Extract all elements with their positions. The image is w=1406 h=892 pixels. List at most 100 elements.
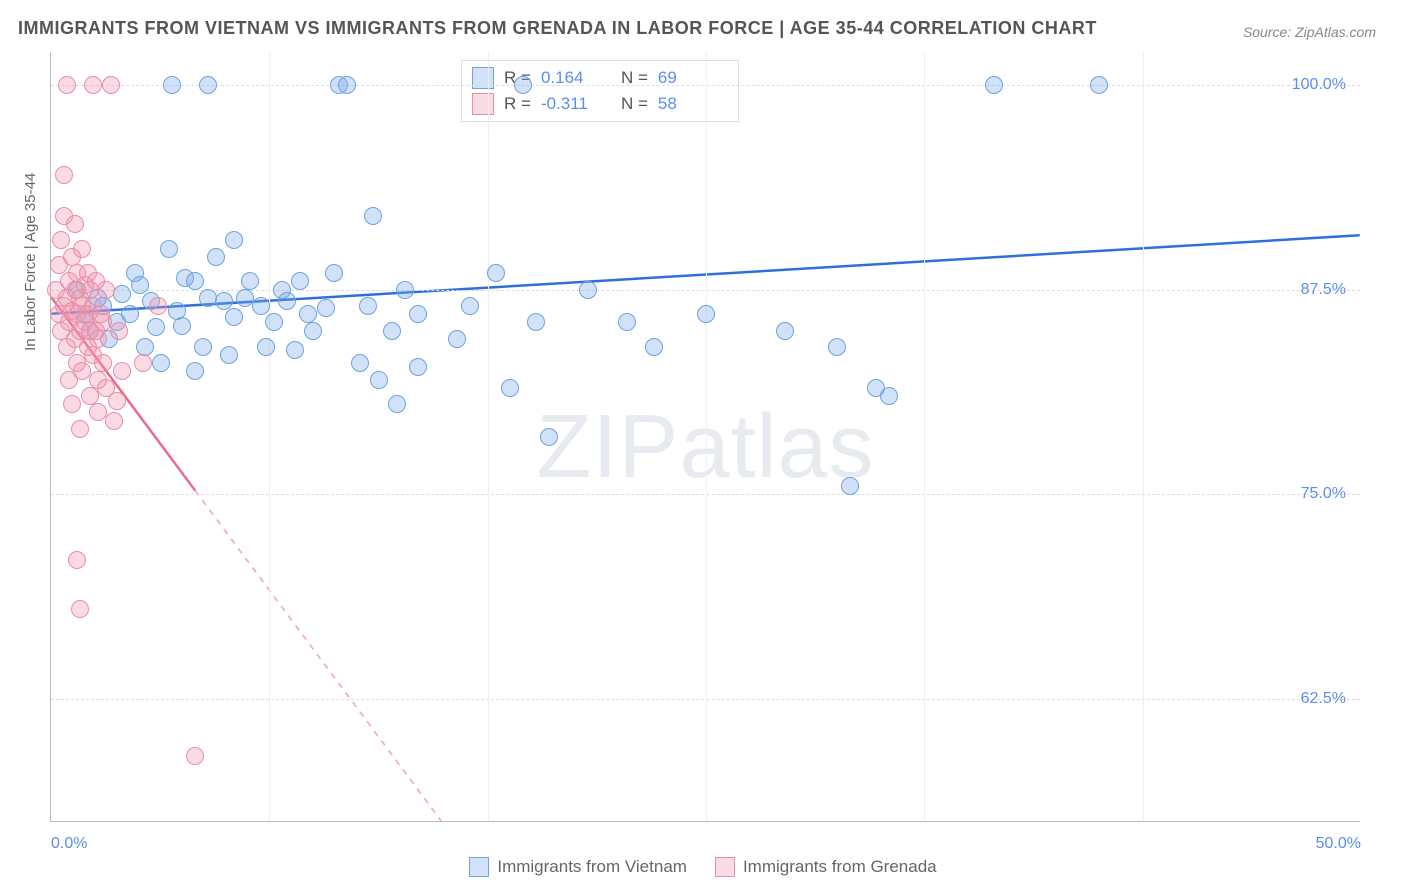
data-point-vietnam (291, 272, 309, 290)
data-point-vietnam (113, 285, 131, 303)
legend-n-label: N = (621, 94, 648, 114)
data-point-vietnam (776, 322, 794, 340)
data-point-vietnam (985, 76, 1003, 94)
data-point-vietnam (645, 338, 663, 356)
data-point-vietnam (359, 297, 377, 315)
data-point-vietnam (304, 322, 322, 340)
data-point-vietnam (186, 362, 204, 380)
data-point-grenada (134, 354, 152, 372)
data-point-vietnam (448, 330, 466, 348)
data-point-grenada (113, 362, 131, 380)
data-point-grenada (105, 412, 123, 430)
data-point-grenada (68, 551, 86, 569)
data-point-grenada (63, 395, 81, 413)
y-tick-label: 100.0% (1292, 76, 1346, 94)
data-point-grenada (108, 392, 126, 410)
legend-r-label: R = (504, 94, 531, 114)
data-point-grenada (52, 231, 70, 249)
data-point-vietnam (697, 305, 715, 323)
data-point-vietnam (409, 305, 427, 323)
data-point-vietnam (351, 354, 369, 372)
data-point-vietnam (199, 76, 217, 94)
data-point-grenada (97, 281, 115, 299)
data-point-grenada (186, 747, 204, 765)
data-point-vietnam (121, 305, 139, 323)
data-point-vietnam (225, 231, 243, 249)
legend-row-vietnam: R =0.164N =69 (472, 65, 728, 91)
data-point-vietnam (880, 387, 898, 405)
data-point-vietnam (131, 276, 149, 294)
data-point-vietnam (579, 281, 597, 299)
data-point-vietnam (207, 248, 225, 266)
gridline-vertical (1143, 52, 1144, 821)
data-point-grenada (84, 76, 102, 94)
data-point-vietnam (325, 264, 343, 282)
data-point-grenada (66, 215, 84, 233)
data-point-vietnam (286, 341, 304, 359)
gridline-vertical (488, 52, 489, 821)
data-point-vietnam (396, 281, 414, 299)
data-point-vietnam (241, 272, 259, 290)
data-point-vietnam (225, 308, 243, 326)
legend-r-value-grenada: -0.311 (541, 94, 611, 114)
trendline-grenada-extrapolated (195, 491, 441, 821)
y-tick-label: 62.5% (1301, 690, 1346, 708)
legend-swatch-grenada (472, 93, 494, 115)
data-point-grenada (73, 240, 91, 258)
y-tick-label: 75.0% (1301, 485, 1346, 503)
chart-title: IMMIGRANTS FROM VIETNAM VS IMMIGRANTS FR… (18, 18, 1097, 39)
correlation-legend: R =0.164N =69 R = -0.311 N = 58 (461, 60, 739, 122)
data-point-grenada (89, 330, 107, 348)
gridline-vertical (706, 52, 707, 821)
data-point-grenada (71, 420, 89, 438)
data-point-grenada (94, 354, 112, 372)
data-point-vietnam (370, 371, 388, 389)
data-point-vietnam (278, 292, 296, 310)
data-point-vietnam (186, 272, 204, 290)
series-legend: Immigrants from Vietnam Immigrants from G… (0, 857, 1406, 882)
data-point-vietnam (514, 76, 532, 94)
gridline-vertical (269, 52, 270, 821)
data-point-vietnam (487, 264, 505, 282)
data-point-vietnam (338, 76, 356, 94)
data-point-vietnam (160, 240, 178, 258)
data-point-vietnam (388, 395, 406, 413)
data-point-vietnam (265, 313, 283, 331)
legend-n-value-grenada: 58 (658, 94, 728, 114)
data-point-grenada (149, 297, 167, 315)
data-point-grenada (110, 322, 128, 340)
data-point-vietnam (364, 207, 382, 225)
legend-swatch-grenada (715, 857, 735, 877)
data-point-vietnam (136, 338, 154, 356)
data-point-vietnam (257, 338, 275, 356)
x-tick-label: 0.0% (51, 835, 87, 853)
data-point-vietnam (299, 305, 317, 323)
data-point-vietnam (618, 313, 636, 331)
data-point-vietnam (1090, 76, 1108, 94)
legend-item-vietnam: Immigrants from Vietnam (469, 857, 687, 877)
data-point-vietnam (461, 297, 479, 315)
y-axis-label: In Labor Force | Age 35-44 (22, 173, 39, 351)
legend-label-grenada: Immigrants from Grenada (743, 857, 937, 877)
data-point-grenada (102, 76, 120, 94)
data-point-grenada (71, 600, 89, 618)
data-point-vietnam (163, 76, 181, 94)
data-point-grenada (55, 166, 73, 184)
data-point-vietnam (152, 354, 170, 372)
gridline-vertical (924, 52, 925, 821)
legend-row-grenada: R = -0.311 N = 58 (472, 91, 728, 117)
data-point-grenada (58, 76, 76, 94)
x-tick-label: 50.0% (1316, 835, 1361, 853)
data-point-vietnam (317, 299, 335, 317)
data-point-vietnam (215, 292, 233, 310)
data-point-vietnam (383, 322, 401, 340)
source-attribution: Source: ZipAtlas.com (1243, 24, 1376, 40)
data-point-vietnam (841, 477, 859, 495)
legend-item-grenada: Immigrants from Grenada (715, 857, 937, 877)
data-point-vietnam (173, 317, 191, 335)
data-point-vietnam (220, 346, 238, 364)
legend-swatch-vietnam (469, 857, 489, 877)
data-point-vietnam (409, 358, 427, 376)
data-point-vietnam (540, 428, 558, 446)
data-point-vietnam (527, 313, 545, 331)
